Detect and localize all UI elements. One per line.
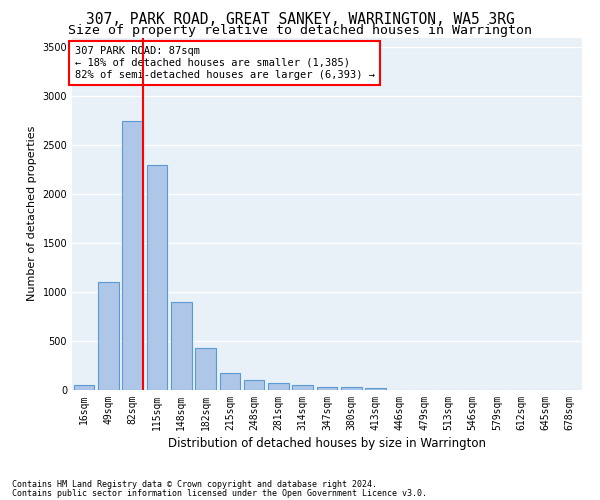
Bar (292, 385, 313, 390)
X-axis label: Distribution of detached houses by size in Warrington: Distribution of detached houses by size … (168, 437, 486, 450)
Bar (122, 120, 143, 390)
Bar (171, 302, 191, 390)
Bar (268, 383, 289, 390)
Y-axis label: Number of detached properties: Number of detached properties (27, 126, 37, 302)
Bar (220, 374, 240, 390)
Bar (317, 386, 337, 390)
Text: 307 PARK ROAD: 87sqm
← 18% of detached houses are smaller (1,385)
82% of semi-de: 307 PARK ROAD: 87sqm ← 18% of detached h… (74, 46, 374, 80)
Bar (146, 165, 167, 390)
Bar (244, 380, 265, 390)
Bar (195, 348, 216, 390)
Text: Contains HM Land Registry data © Crown copyright and database right 2024.: Contains HM Land Registry data © Crown c… (12, 480, 377, 489)
Bar (365, 388, 386, 390)
Text: Size of property relative to detached houses in Warrington: Size of property relative to detached ho… (68, 24, 532, 37)
Text: Contains public sector information licensed under the Open Government Licence v3: Contains public sector information licen… (12, 488, 427, 498)
Bar (341, 387, 362, 390)
Bar (98, 282, 119, 390)
Bar (74, 385, 94, 390)
Text: 307, PARK ROAD, GREAT SANKEY, WARRINGTON, WA5 3RG: 307, PARK ROAD, GREAT SANKEY, WARRINGTON… (86, 12, 514, 28)
